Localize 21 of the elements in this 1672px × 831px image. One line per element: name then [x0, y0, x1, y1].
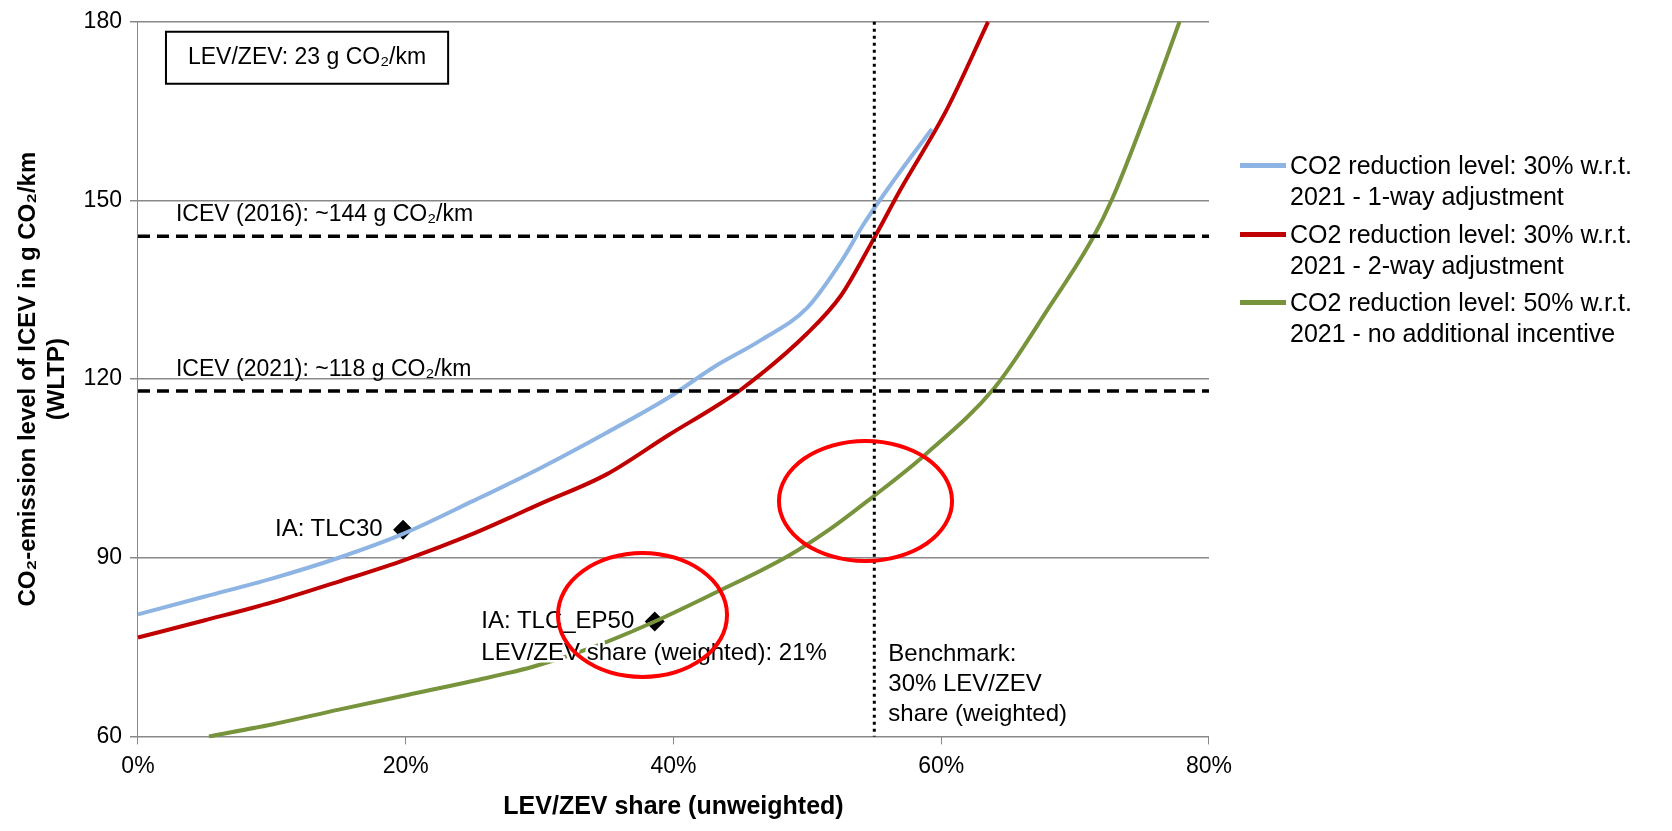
line-series — [135, 19, 991, 640]
y-tick-label: 120 — [83, 364, 122, 391]
y-axis-title: CO₂-emission level of ICEV in g CO₂/km (WLTP) — [13, 151, 69, 607]
legend-label: CO2 reduction level: 30% w.r.t. 2021 - 2-way adjustment — [1290, 218, 1633, 281]
ref-line-label: ICEV (2016): ~144 g CO₂/km — [175, 200, 474, 227]
annotation: LEV/ZEV: 23 g CO₂/km — [187, 43, 427, 70]
y-tick-label: 150 — [83, 185, 122, 212]
x-axis-title: LEV/ZEV share (unweighted) — [503, 790, 844, 819]
x-tick-label: 20% — [382, 751, 429, 778]
y-tick-label: 90 — [96, 543, 122, 570]
y-tick-label: 180 — [83, 7, 122, 34]
legend-label: CO2 reduction level: 30% w.r.t. 2021 - 1-way adjustment — [1290, 150, 1633, 213]
legend-label: CO2 reduction level: 50% w.r.t. 2021 - no additional incentive — [1290, 287, 1633, 350]
y-tick-label: 60 — [96, 721, 122, 748]
x-tick-label: 0% — [121, 751, 155, 778]
x-tick-label: 60% — [918, 751, 965, 778]
x-tick-label: 80% — [1185, 751, 1233, 778]
annotation: IA: TLC30 — [275, 514, 383, 542]
annotation: Benchmark: 30% LEV/ZEV share (weighted) — [888, 639, 1068, 727]
ref-line-label: ICEV (2021): ~118 g CO₂/km — [175, 354, 472, 381]
x-tick-label: 40% — [650, 751, 697, 778]
